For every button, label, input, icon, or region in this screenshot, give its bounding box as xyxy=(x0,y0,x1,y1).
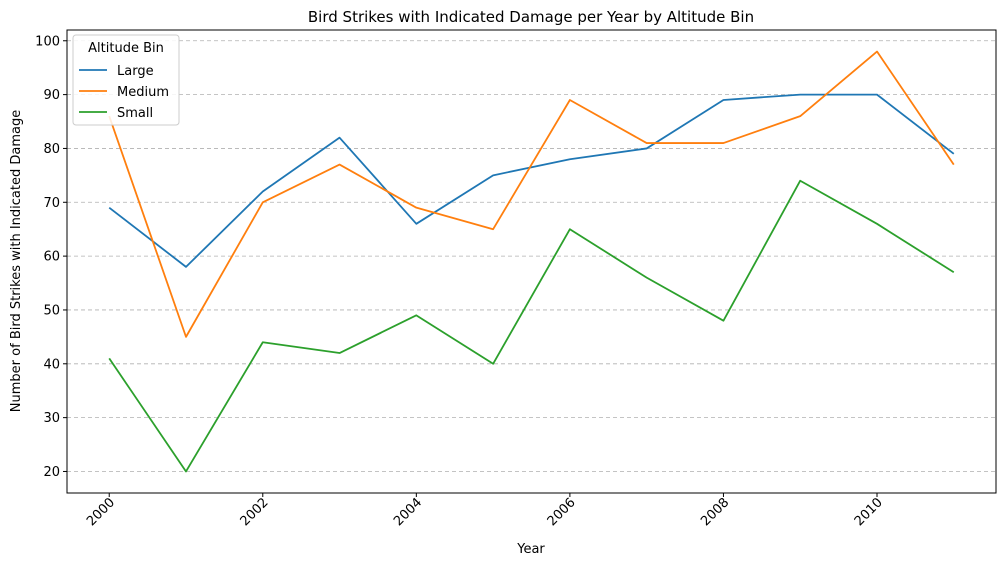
y-tick-label: 50 xyxy=(43,303,60,318)
y-tick-label: 60 xyxy=(43,250,60,265)
series-line-large xyxy=(108,93,955,268)
y-tick-label: 30 xyxy=(43,411,60,426)
series-line-medium xyxy=(108,50,955,338)
y-tick-label: 90 xyxy=(43,88,60,103)
legend-items: Large Medium Small xyxy=(79,64,169,121)
x-tick-label: 2002 xyxy=(238,495,272,529)
legend-label-medium: Medium xyxy=(117,85,169,100)
y-tick-label: 20 xyxy=(43,465,60,480)
y-tick-label: 80 xyxy=(43,142,60,157)
x-tick-label: 2006 xyxy=(545,495,579,529)
chart-title: Bird Strikes with Indicated Damage per Y… xyxy=(308,8,754,26)
y-tick-label: 70 xyxy=(43,196,60,211)
series-line-small xyxy=(108,179,955,473)
y-tick-label: 40 xyxy=(43,357,60,372)
gridlines xyxy=(67,40,996,472)
series-lines xyxy=(108,50,955,473)
legend-box xyxy=(72,34,180,126)
x-tick-label: 2000 xyxy=(84,495,118,529)
x-axis-ticks: 2000 2002 2004 2006 2008 2010 xyxy=(84,493,886,529)
legend-label-small: Small xyxy=(117,106,153,121)
x-tick-label: 2008 xyxy=(698,495,732,529)
x-tick-label: 2010 xyxy=(852,495,886,529)
legend: Altitude Bin Large Medium Small xyxy=(72,34,180,126)
y-tick-label: 100 xyxy=(35,34,60,49)
legend-title: Altitude Bin xyxy=(88,41,164,56)
y-axis-ticks: 20 30 40 50 60 70 80 90 100 xyxy=(35,34,67,480)
y-axis-label: Number of Bird Strikes with Indicated Da… xyxy=(9,110,24,412)
legend-label-large: Large xyxy=(117,64,154,79)
plot-area-frame xyxy=(66,29,997,494)
x-tick-label: 2004 xyxy=(391,495,425,529)
x-axis-label: Year xyxy=(516,542,545,557)
